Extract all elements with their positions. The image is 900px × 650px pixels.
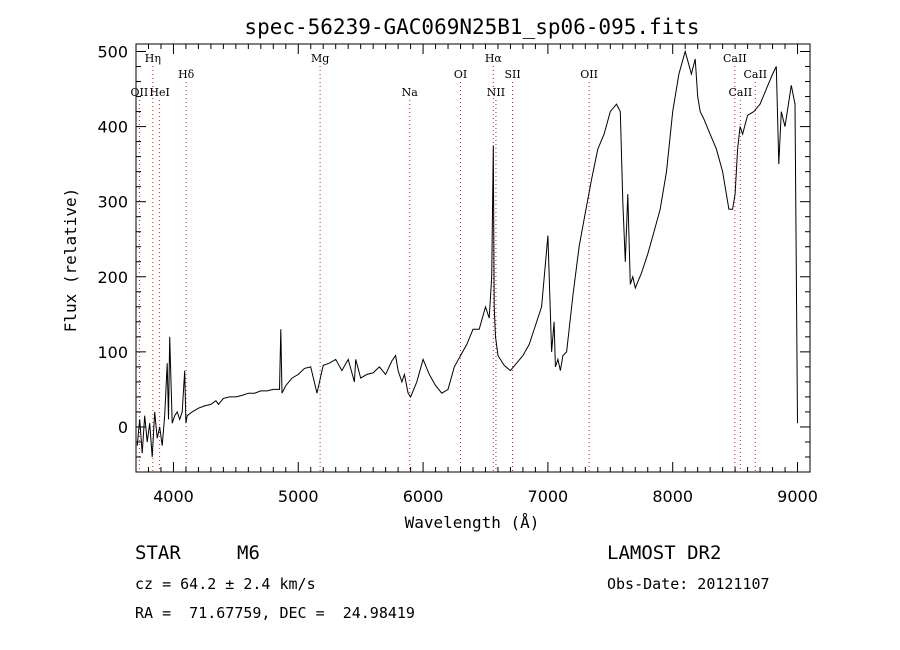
y-tick-label: 100 bbox=[97, 343, 128, 362]
emission-line-label: Mg bbox=[311, 52, 329, 65]
coordinates: RA = 71.67759, DEC = 24.98419 bbox=[135, 604, 415, 622]
emission-line-label: HeI bbox=[149, 86, 169, 99]
x-tick-label: 5000 bbox=[278, 487, 319, 506]
y-axis-label: Flux (relative) bbox=[61, 188, 80, 333]
axis-ticks: 4000 5000 6000 7000 8000 9000 0 100 200 300 400 500 bbox=[97, 43, 817, 506]
x-axis-label: Wavelength (Å) bbox=[405, 513, 540, 532]
redshift-text: cz = 64.2 ± 2.4 km/s bbox=[135, 575, 316, 593]
object-class: STAR bbox=[135, 542, 181, 564]
emission-line-label: Hα bbox=[485, 52, 503, 65]
x-tick-label: 6000 bbox=[403, 487, 444, 506]
chart-title: spec-56239-GAC069N25B1_sp06-095.fits bbox=[244, 15, 699, 39]
emission-line-labels: OII Hη HeI Hδ Mg Na OI Hα NII SII OII CaII CaII CaII bbox=[131, 52, 768, 99]
object-subclass: M6 bbox=[237, 542, 260, 564]
spectrum-line bbox=[136, 49, 798, 458]
x-tick-label: 9000 bbox=[777, 487, 818, 506]
y-tick-label: 400 bbox=[97, 118, 128, 137]
x-tick-label: 8000 bbox=[652, 487, 693, 506]
emission-line-label: OII bbox=[580, 68, 598, 81]
emission-line-label: Hδ bbox=[178, 68, 195, 81]
emission-line-label: SII bbox=[504, 68, 520, 81]
y-tick-label: 500 bbox=[97, 43, 128, 62]
emission-line-label: CaII bbox=[723, 52, 747, 65]
emission-line-label: OI bbox=[454, 68, 467, 81]
emission-line-label: OII bbox=[131, 86, 149, 99]
y-tick-label: 300 bbox=[97, 193, 128, 212]
y-tick-label: 0 bbox=[118, 418, 128, 437]
emission-line-label: CaII bbox=[729, 86, 753, 99]
x-tick-label: 4000 bbox=[153, 487, 194, 506]
emission-line-label: CaII bbox=[743, 68, 767, 81]
obs-date: Obs-Date: 20121107 bbox=[607, 575, 770, 593]
emission-line-label: Na bbox=[402, 86, 419, 99]
x-tick-label: 7000 bbox=[528, 487, 569, 506]
emission-lines bbox=[138, 66, 756, 472]
survey-name: LAMOST DR2 bbox=[607, 542, 722, 564]
plot-frame bbox=[135, 43, 811, 473]
emission-line-label: Hη bbox=[145, 52, 161, 65]
y-tick-label: 200 bbox=[97, 268, 128, 287]
emission-line-label: NII bbox=[487, 86, 505, 99]
